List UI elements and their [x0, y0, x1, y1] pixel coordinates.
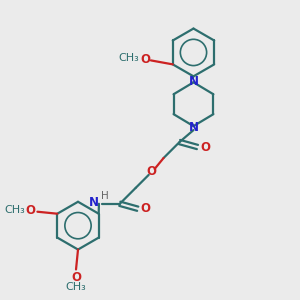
Text: O: O	[71, 272, 81, 284]
Text: N: N	[89, 196, 99, 209]
Text: O: O	[140, 53, 150, 66]
Text: CH₃: CH₃	[118, 53, 139, 63]
Text: O: O	[141, 202, 151, 215]
Text: O: O	[200, 140, 211, 154]
Text: CH₃: CH₃	[5, 205, 26, 215]
Text: O: O	[147, 165, 157, 178]
Text: N: N	[188, 75, 199, 88]
Text: N: N	[188, 121, 199, 134]
Text: CH₃: CH₃	[66, 282, 86, 292]
Text: H: H	[101, 191, 109, 201]
Text: O: O	[26, 204, 35, 217]
